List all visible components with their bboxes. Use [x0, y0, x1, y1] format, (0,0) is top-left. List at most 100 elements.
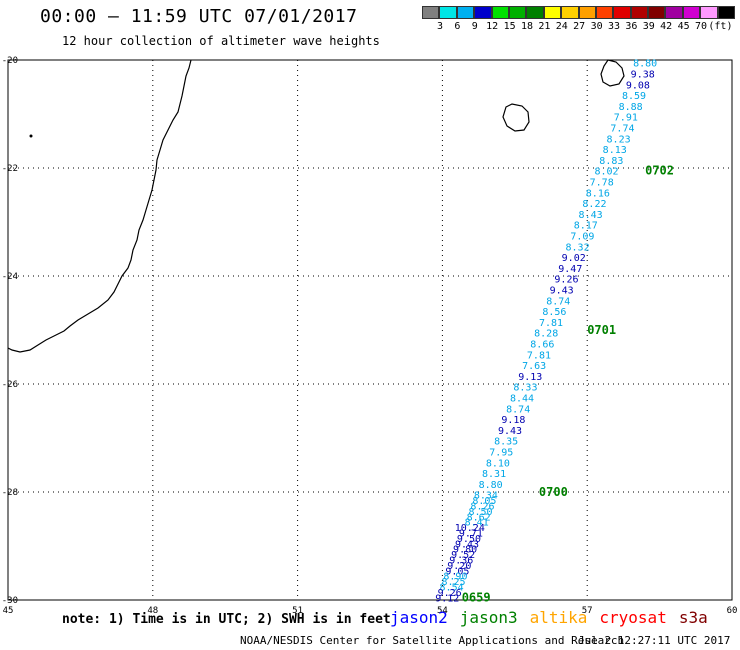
swh-value: 9.26 — [554, 275, 578, 286]
colorbar-label: 33 — [607, 21, 621, 32]
colorbar-label: 30 — [590, 21, 603, 32]
colorbar-swatch — [682, 6, 701, 19]
time-label: 0659 — [462, 590, 491, 604]
colorbar-label: 21 — [538, 21, 551, 32]
small-island — [29, 134, 33, 138]
swh-value: 7.81 — [539, 318, 563, 329]
swh-value: 9.43 — [498, 426, 522, 437]
swh-value: 9.18 — [501, 415, 525, 426]
swh-value: 9.13 — [518, 372, 542, 383]
swh-value: 7.74 — [610, 124, 634, 135]
colorbar-swatch — [474, 6, 492, 19]
colorbar-swatch — [613, 6, 631, 19]
lon-tick-label: 48 — [147, 606, 158, 616]
colorbar-swatch — [630, 6, 649, 19]
mauritius-island — [600, 59, 625, 87]
lon-tick-label: 45 — [3, 606, 14, 616]
coastline — [7, 59, 625, 353]
colorbar-swatch — [561, 6, 579, 19]
legend-cryosat: cryosat — [599, 608, 667, 627]
swh-value: 10.24 — [455, 523, 485, 534]
swh-value: 7.78 — [590, 178, 614, 189]
swh-value: 9.47 — [558, 264, 582, 275]
swh-value: 8.74 — [546, 296, 570, 307]
swh-value: 8.62 — [467, 512, 491, 523]
legend-altika: altika — [529, 608, 588, 627]
colorbar-swatch — [422, 6, 440, 19]
swh-value: 8.16 — [586, 188, 610, 199]
legend-jason2: jason2 — [390, 608, 448, 627]
swh-value: 8.02 — [594, 167, 618, 178]
colorbar — [422, 6, 736, 19]
swh-value: 9.43 — [455, 539, 479, 550]
colorbar-label: 36 — [625, 21, 638, 32]
swh-value: 8.17 — [574, 221, 598, 232]
lon-tick-label: 54 — [437, 606, 448, 616]
swh-value: 9.08 — [626, 80, 650, 91]
swh-value: 8.88 — [619, 102, 643, 113]
colorbar-label: 70 — [694, 21, 708, 32]
swh-value: 8.43 — [579, 210, 603, 221]
colorbar-labels: 3 6 9 12 15 18 21 24 27 30 33 36 39 42 45 70 (ft) — [422, 21, 740, 35]
colorbar-swatch — [648, 6, 666, 19]
swh-value: 8.25 — [441, 577, 465, 588]
swh-value: 9.12 — [435, 593, 459, 604]
swh-value: 9.26 — [438, 588, 462, 599]
lat-tick-label: -28 — [2, 488, 18, 498]
swh-value: 8.80 — [479, 480, 503, 491]
swh-value: 8.44 — [510, 394, 534, 405]
swh-value: 8.50 — [469, 507, 493, 518]
colorbar-label: 15 — [503, 21, 516, 32]
map-border — [7, 59, 733, 601]
swh-value: 9.71 — [459, 529, 483, 540]
colorbar-label: (ft) — [708, 21, 733, 32]
legend-jason3: jason3 — [459, 608, 518, 627]
swh-value: 8.28 — [534, 329, 558, 340]
footer-timestamp: Jul 2 12:27:11 UTC 2017 — [578, 634, 731, 647]
swh-value: 9.05 — [445, 566, 469, 577]
time-label: 0700 — [539, 485, 568, 499]
swh-value: 7.95 — [489, 448, 513, 459]
swh-value: 9.36 — [449, 556, 473, 567]
colorbar-label: 45 — [677, 21, 690, 32]
swh-value: 8.22 — [582, 199, 606, 210]
swh-value: 8.32 — [566, 242, 590, 253]
time-label: 0702 — [645, 164, 674, 178]
colorbar-swatch — [491, 6, 509, 19]
colorbar-label: 18 — [520, 21, 534, 32]
map-grid: 45 48 51 54 57 60 -20 -22 -24 -26 -28 -30 — [2, 56, 738, 616]
satellite-legend: jason2 jason3 altika cryosat s3a — [390, 608, 720, 627]
colorbar-label: 12 — [486, 21, 499, 32]
colorbar-swatch — [700, 6, 718, 19]
lon-tick-label: 57 — [582, 606, 593, 616]
colorbar-swatch — [543, 6, 562, 19]
swh-value: 8.31 — [482, 469, 506, 480]
lon-tick-label: 51 — [292, 606, 303, 616]
swh-value: 8.83 — [599, 156, 623, 167]
swh-value: 7.09 — [570, 232, 594, 243]
swh-value: 8.10 — [486, 458, 510, 469]
colorbar-swatch — [595, 6, 614, 19]
swh-value: 8.23 — [607, 134, 631, 145]
swh-value: 8.90 — [443, 572, 467, 583]
swh-value: 8.54 — [440, 583, 464, 594]
swh-value: 9.50 — [457, 534, 481, 545]
map-frame — [7, 59, 733, 601]
colorbar-swatch — [665, 6, 683, 19]
swh-value: 9.80 — [453, 545, 477, 556]
footer-note: note: 1) Time is in UTC; 2) SWH is in fe… — [62, 612, 391, 627]
swh-value: 9.20 — [447, 561, 471, 572]
swh-value: 8.41 — [465, 518, 489, 529]
colorbar-label: 42 — [660, 21, 673, 32]
swh-value: 7.63 — [522, 361, 546, 372]
reunion-island — [502, 103, 530, 132]
time-labels: 0702 0701 0700 0659 — [462, 164, 674, 605]
swh-value: 8.59 — [622, 91, 646, 102]
colorbar-swatch — [456, 6, 475, 19]
lat-tick-label: -20 — [2, 56, 18, 66]
swh-value: 8.26 — [470, 502, 494, 513]
madagascar-coastline — [7, 59, 192, 353]
swh-value: 7.81 — [527, 350, 551, 361]
colorbar-label: 24 — [555, 21, 568, 32]
